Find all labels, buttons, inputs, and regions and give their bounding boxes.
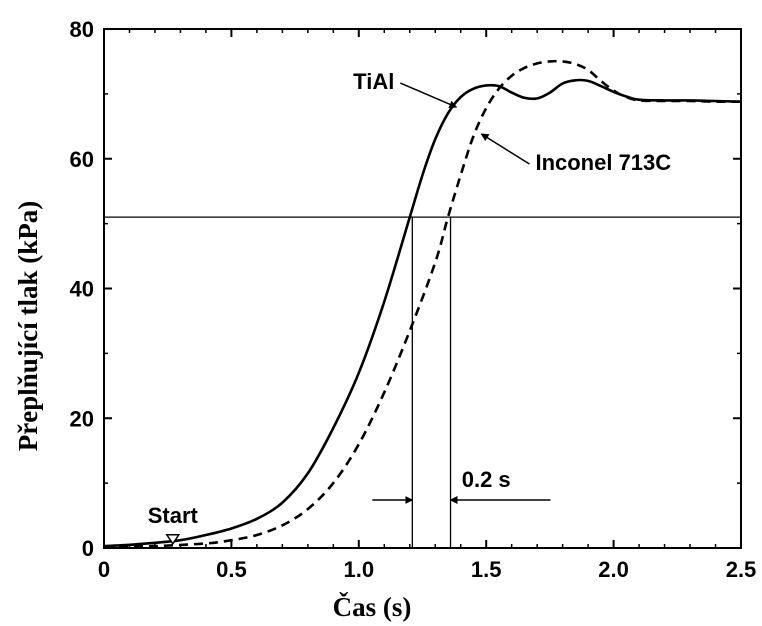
annotation-inconel-arrow bbox=[480, 133, 530, 165]
start-marker bbox=[165, 534, 181, 546]
series-layer bbox=[103, 59, 742, 548]
annotation-start: Start bbox=[148, 503, 199, 528]
y-tick-label: 80 bbox=[70, 17, 94, 42]
x-tick-label: 2.5 bbox=[726, 557, 757, 582]
ticks: 0 0.5 1.0 1.5 2.0 2.5 0 20 40 60 80 bbox=[70, 17, 757, 582]
annotation-tial-arrow bbox=[400, 82, 458, 109]
x-tick-label: 2.0 bbox=[598, 557, 629, 582]
x-tick-label: 1.5 bbox=[471, 557, 502, 582]
x-tick-label: 1.0 bbox=[344, 557, 375, 582]
plot-area bbox=[104, 29, 741, 548]
x-axis-title: Čas (s) bbox=[333, 592, 412, 622]
x-tick-label: 0.5 bbox=[216, 557, 247, 582]
y-tick-label: 0 bbox=[82, 536, 94, 561]
y-tick-label: 20 bbox=[70, 406, 94, 431]
series-line-inconel bbox=[103, 59, 742, 548]
annotations: TiAl Inconel 713C 0.2 s Start bbox=[148, 69, 671, 546]
y-tick-label: 60 bbox=[70, 147, 94, 172]
y-axis-title: Přeplňující tlak (kPa) bbox=[13, 201, 43, 452]
annotation-interval-label: 0.2 s bbox=[462, 467, 511, 492]
annotation-tial: TiAl bbox=[353, 69, 394, 94]
reference-lines bbox=[104, 216, 741, 548]
x-tick-label: 0 bbox=[98, 557, 110, 582]
annotation-inconel: Inconel 713C bbox=[535, 150, 671, 175]
y-tick-label: 40 bbox=[70, 277, 94, 302]
